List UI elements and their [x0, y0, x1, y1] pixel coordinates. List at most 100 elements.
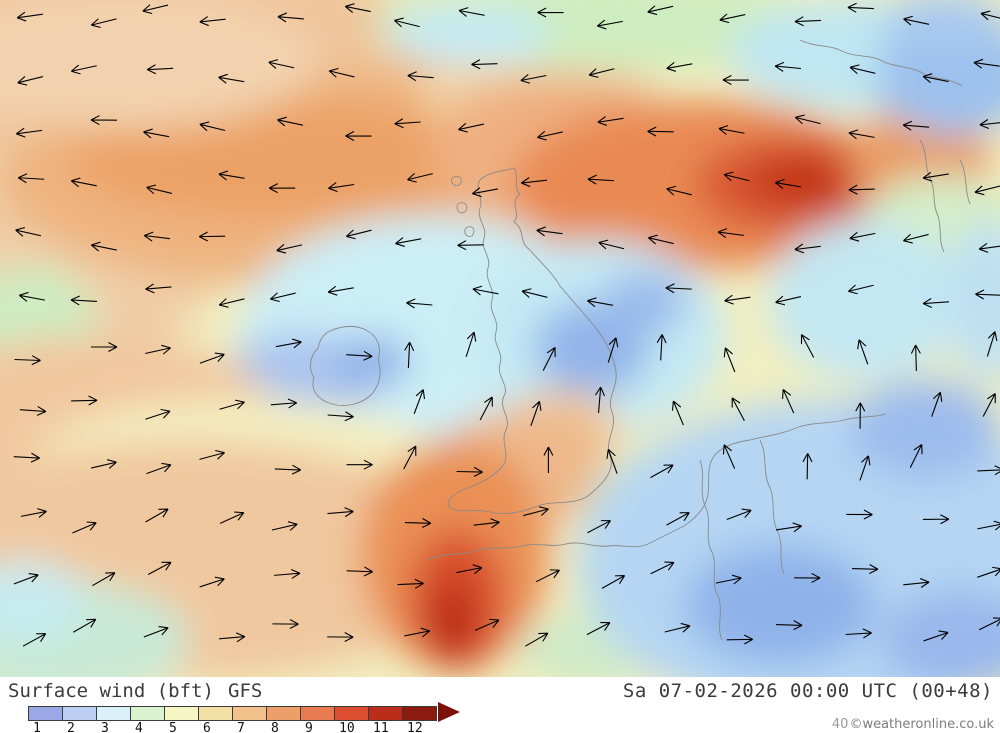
wind-arrow — [776, 620, 803, 631]
legend-segment — [301, 707, 335, 720]
wind-arrow — [146, 462, 172, 475]
wind-arrow — [457, 240, 484, 251]
wind-arrow — [13, 452, 40, 463]
wind-arrow — [537, 130, 563, 141]
wind-arrow — [855, 402, 866, 429]
legend-arrow-icon — [438, 702, 460, 722]
wind-arrow — [849, 231, 876, 242]
wind-arrow — [479, 396, 493, 421]
wind-arrow — [650, 464, 674, 479]
valid-time: Sa 07-02-2026 00:00 UTC (00+48) — [622, 680, 993, 702]
coastlines — [310, 39, 971, 641]
wind-arrow — [472, 285, 499, 296]
wind-arrow — [277, 116, 304, 127]
wind-arrow — [344, 3, 371, 13]
wind-arrow — [14, 355, 41, 366]
legend-segment — [29, 707, 63, 720]
wind-arrow — [846, 509, 873, 520]
wind-arrow — [973, 58, 1000, 69]
wind-arrow — [276, 243, 303, 254]
wind-arrow — [782, 388, 795, 414]
wind-arrow — [218, 73, 245, 84]
legend-tick: 9 — [305, 721, 313, 733]
wind-arrow — [199, 121, 226, 132]
legend-segment — [335, 707, 369, 720]
wind-arrow — [666, 512, 690, 526]
wind-arrow — [70, 64, 97, 75]
wind-arrow — [345, 130, 372, 141]
wind-arrow — [537, 7, 564, 18]
legend-segment — [233, 707, 267, 720]
legend-tick: 6 — [203, 721, 211, 733]
wind-arrow — [650, 561, 675, 575]
legend-colorbar — [28, 706, 437, 721]
wind-arrow — [859, 455, 871, 481]
wind-arrow-layer — [13, 2, 1000, 647]
wind-arrow — [71, 395, 98, 406]
wind-arrow — [719, 13, 746, 24]
wind-arrow — [406, 298, 433, 309]
wind-arrow — [403, 445, 417, 470]
wind-arrow — [664, 622, 691, 633]
wind-arrow — [146, 184, 173, 195]
wind-arrow — [456, 564, 483, 575]
wind-arrow — [404, 341, 415, 369]
wind-arrow — [145, 283, 172, 294]
wind-arrow — [407, 71, 434, 82]
wind-arrow — [70, 295, 98, 306]
wind-arrow — [922, 171, 949, 182]
wind-arrow — [92, 572, 116, 587]
wind-arrow — [910, 344, 921, 372]
wind-arrow — [774, 61, 801, 72]
wind-arrow — [413, 389, 426, 415]
wind-arrow — [922, 298, 950, 308]
wind-arrow — [146, 64, 174, 75]
wind-arrow — [268, 59, 295, 69]
legend-segment — [165, 707, 199, 720]
wind-arrow — [219, 399, 245, 410]
wind-arrow — [597, 116, 624, 126]
wind-arrow — [404, 518, 432, 529]
wind-arrow — [931, 391, 943, 417]
wind-arrow — [542, 346, 556, 371]
wind-arrow — [794, 114, 821, 125]
wind-arrow — [275, 338, 302, 349]
wind-arrow — [606, 448, 618, 474]
wind-arrow — [596, 19, 623, 30]
wind-arrow — [72, 521, 97, 534]
wind-arrow — [601, 575, 626, 589]
legend-tick: 10 — [339, 721, 355, 733]
wind-arrow — [722, 444, 736, 469]
wind-arrow — [70, 177, 97, 188]
wind-arrow — [977, 566, 1000, 578]
wind-arrow — [715, 574, 742, 585]
wind-arrow — [143, 128, 170, 139]
wind-speed-field — [0, 0, 1000, 677]
wind-arrow — [272, 619, 299, 630]
wind-arrow — [90, 342, 118, 352]
wind-arrow — [198, 231, 226, 242]
wind-arrow — [18, 291, 45, 302]
wind-arrow — [13, 573, 39, 585]
wind-arrow — [72, 618, 97, 633]
wind-arrow — [647, 126, 674, 137]
wind-arrow — [219, 511, 245, 524]
legend-segment — [131, 707, 165, 720]
wind-speed-legend: 1 2 3 4 5 6 7 8 9 10 11 12 — [0, 677, 520, 733]
wind-arrow — [199, 16, 226, 27]
wind-arrow — [802, 453, 813, 480]
map-footer: Surface wind (bft) GFS Sa 07-02-2026 00:… — [0, 677, 1000, 733]
copyright: ©weatheronline.co.uk — [849, 717, 994, 732]
legend-segment — [403, 707, 436, 720]
wind-arrow — [90, 18, 117, 28]
wind-arrow — [274, 464, 302, 475]
product-title: Surface wind (bft) — [8, 680, 214, 702]
wind-arrow — [587, 520, 611, 534]
wind-arrow — [271, 521, 298, 531]
legend-tick: 4 — [135, 721, 143, 733]
wind-arrow — [465, 331, 477, 358]
wind-arrow — [520, 177, 548, 188]
wind-arrow — [269, 292, 296, 303]
wind-arrow — [345, 229, 372, 240]
